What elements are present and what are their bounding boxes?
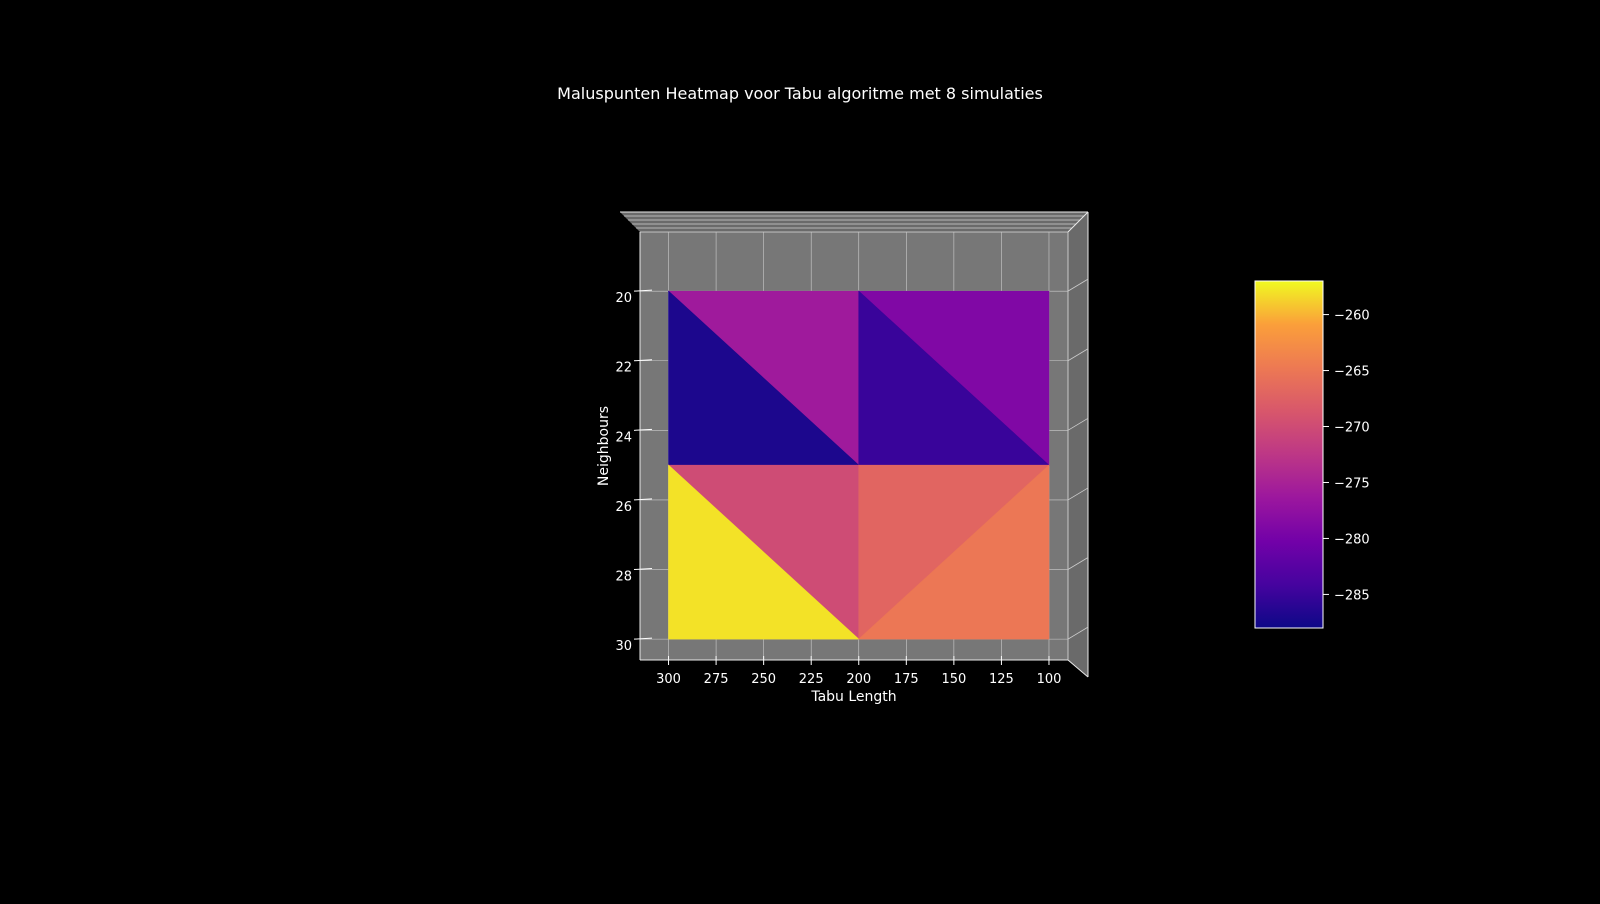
y-tick-label: 20	[615, 291, 632, 306]
colorbar-tick-label: −280	[1334, 532, 1370, 547]
y-tick-label: 22	[615, 361, 632, 376]
y-tick-mark-right	[1067, 417, 1089, 431]
x-axis-label: Tabu Length	[810, 689, 896, 705]
colorbar-tick-label: −265	[1334, 365, 1370, 380]
y-axis-label: Neighbours	[596, 406, 612, 486]
colorbar-tick-label: −270	[1334, 421, 1370, 436]
colorbar-tick-label: −285	[1334, 588, 1370, 603]
y-axis-ticks: 20 22 24 26 28 30	[615, 278, 1089, 654]
x-tick-label: 250	[751, 672, 776, 687]
y-tick-mark	[633, 289, 653, 292]
y-tick-mark	[633, 498, 653, 501]
y-tick-mark-right	[1067, 348, 1089, 362]
x-tick-label: 275	[704, 672, 729, 687]
x-axis-ticks: 300 275 250 225 200 175 150 125 100	[656, 656, 1061, 687]
y-tick-mark-right	[1067, 278, 1089, 292]
chart-title: Maluspunten Heatmap voor Tabu algoritme …	[557, 84, 1043, 103]
y-tick-mark	[633, 637, 653, 640]
y-tick-mark-right	[1067, 557, 1089, 570]
y-tick-mark-right	[1067, 487, 1089, 501]
colorbar-gradient	[1254, 280, 1324, 629]
colorbar: −260 −265 −270 −275 −280 −285	[1254, 280, 1370, 629]
y-tick-mark	[633, 359, 653, 362]
colorbar-tick-label: −260	[1334, 309, 1370, 324]
x-tick-label: 150	[941, 672, 966, 687]
x-tick-label: 100	[1037, 672, 1062, 687]
back-pane-right	[1068, 212, 1088, 677]
y-tick-label: 26	[615, 500, 632, 515]
x-tick-label: 225	[799, 672, 824, 687]
surface-face-8	[857, 464, 1050, 640]
y-tick-label: 28	[615, 570, 632, 585]
y-tick-label: 30	[615, 639, 632, 654]
y-tick-mark	[633, 568, 653, 571]
y-tick-mark	[633, 428, 653, 431]
y-tick-label: 24	[615, 430, 632, 445]
colorbar-tick-label: −275	[1334, 476, 1370, 491]
surface-face-6	[668, 464, 860, 640]
x-tick-label: 300	[656, 672, 681, 687]
x-tick-label: 125	[989, 672, 1014, 687]
surface-faces	[667, 290, 1050, 640]
x-tick-label: 200	[846, 672, 871, 687]
back-pane-top	[620, 212, 1088, 232]
x-tick-label: 175	[894, 672, 919, 687]
y-tick-mark-right	[1067, 626, 1089, 640]
colorbar-ticks: −260 −265 −270 −275 −280 −285	[1323, 309, 1370, 603]
